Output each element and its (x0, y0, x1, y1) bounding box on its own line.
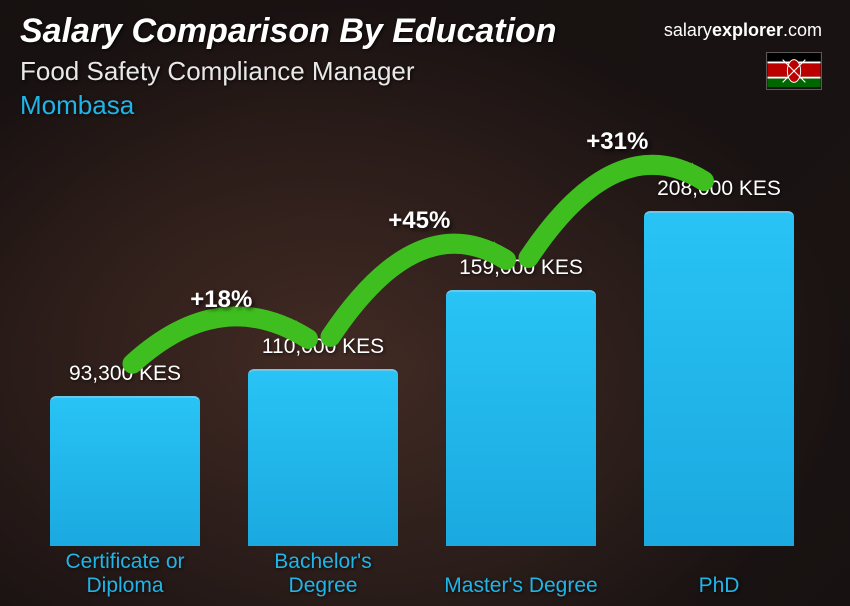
main-title: Salary Comparison By Education (20, 12, 557, 51)
increase-arrow-icon (30, 130, 800, 596)
location-text: Mombasa (20, 90, 134, 121)
brand-prefix: salary (664, 20, 712, 40)
job-title: Food Safety Compliance Manager (20, 56, 415, 87)
percent-increase-badge: +45% (388, 207, 450, 235)
percent-increase-badge: +31% (586, 128, 648, 156)
bar-chart: 93,300 KESCertificate or Diploma110,000 … (30, 130, 800, 596)
country-flag-icon (766, 52, 822, 90)
infographic-container: Salary Comparison By Education Food Safe… (0, 0, 850, 606)
brand-bold: explorer (712, 20, 783, 40)
brand-logo: salaryexplorer.com (664, 20, 822, 41)
percent-increase-badge: +18% (190, 286, 252, 314)
brand-suffix: .com (783, 20, 822, 40)
